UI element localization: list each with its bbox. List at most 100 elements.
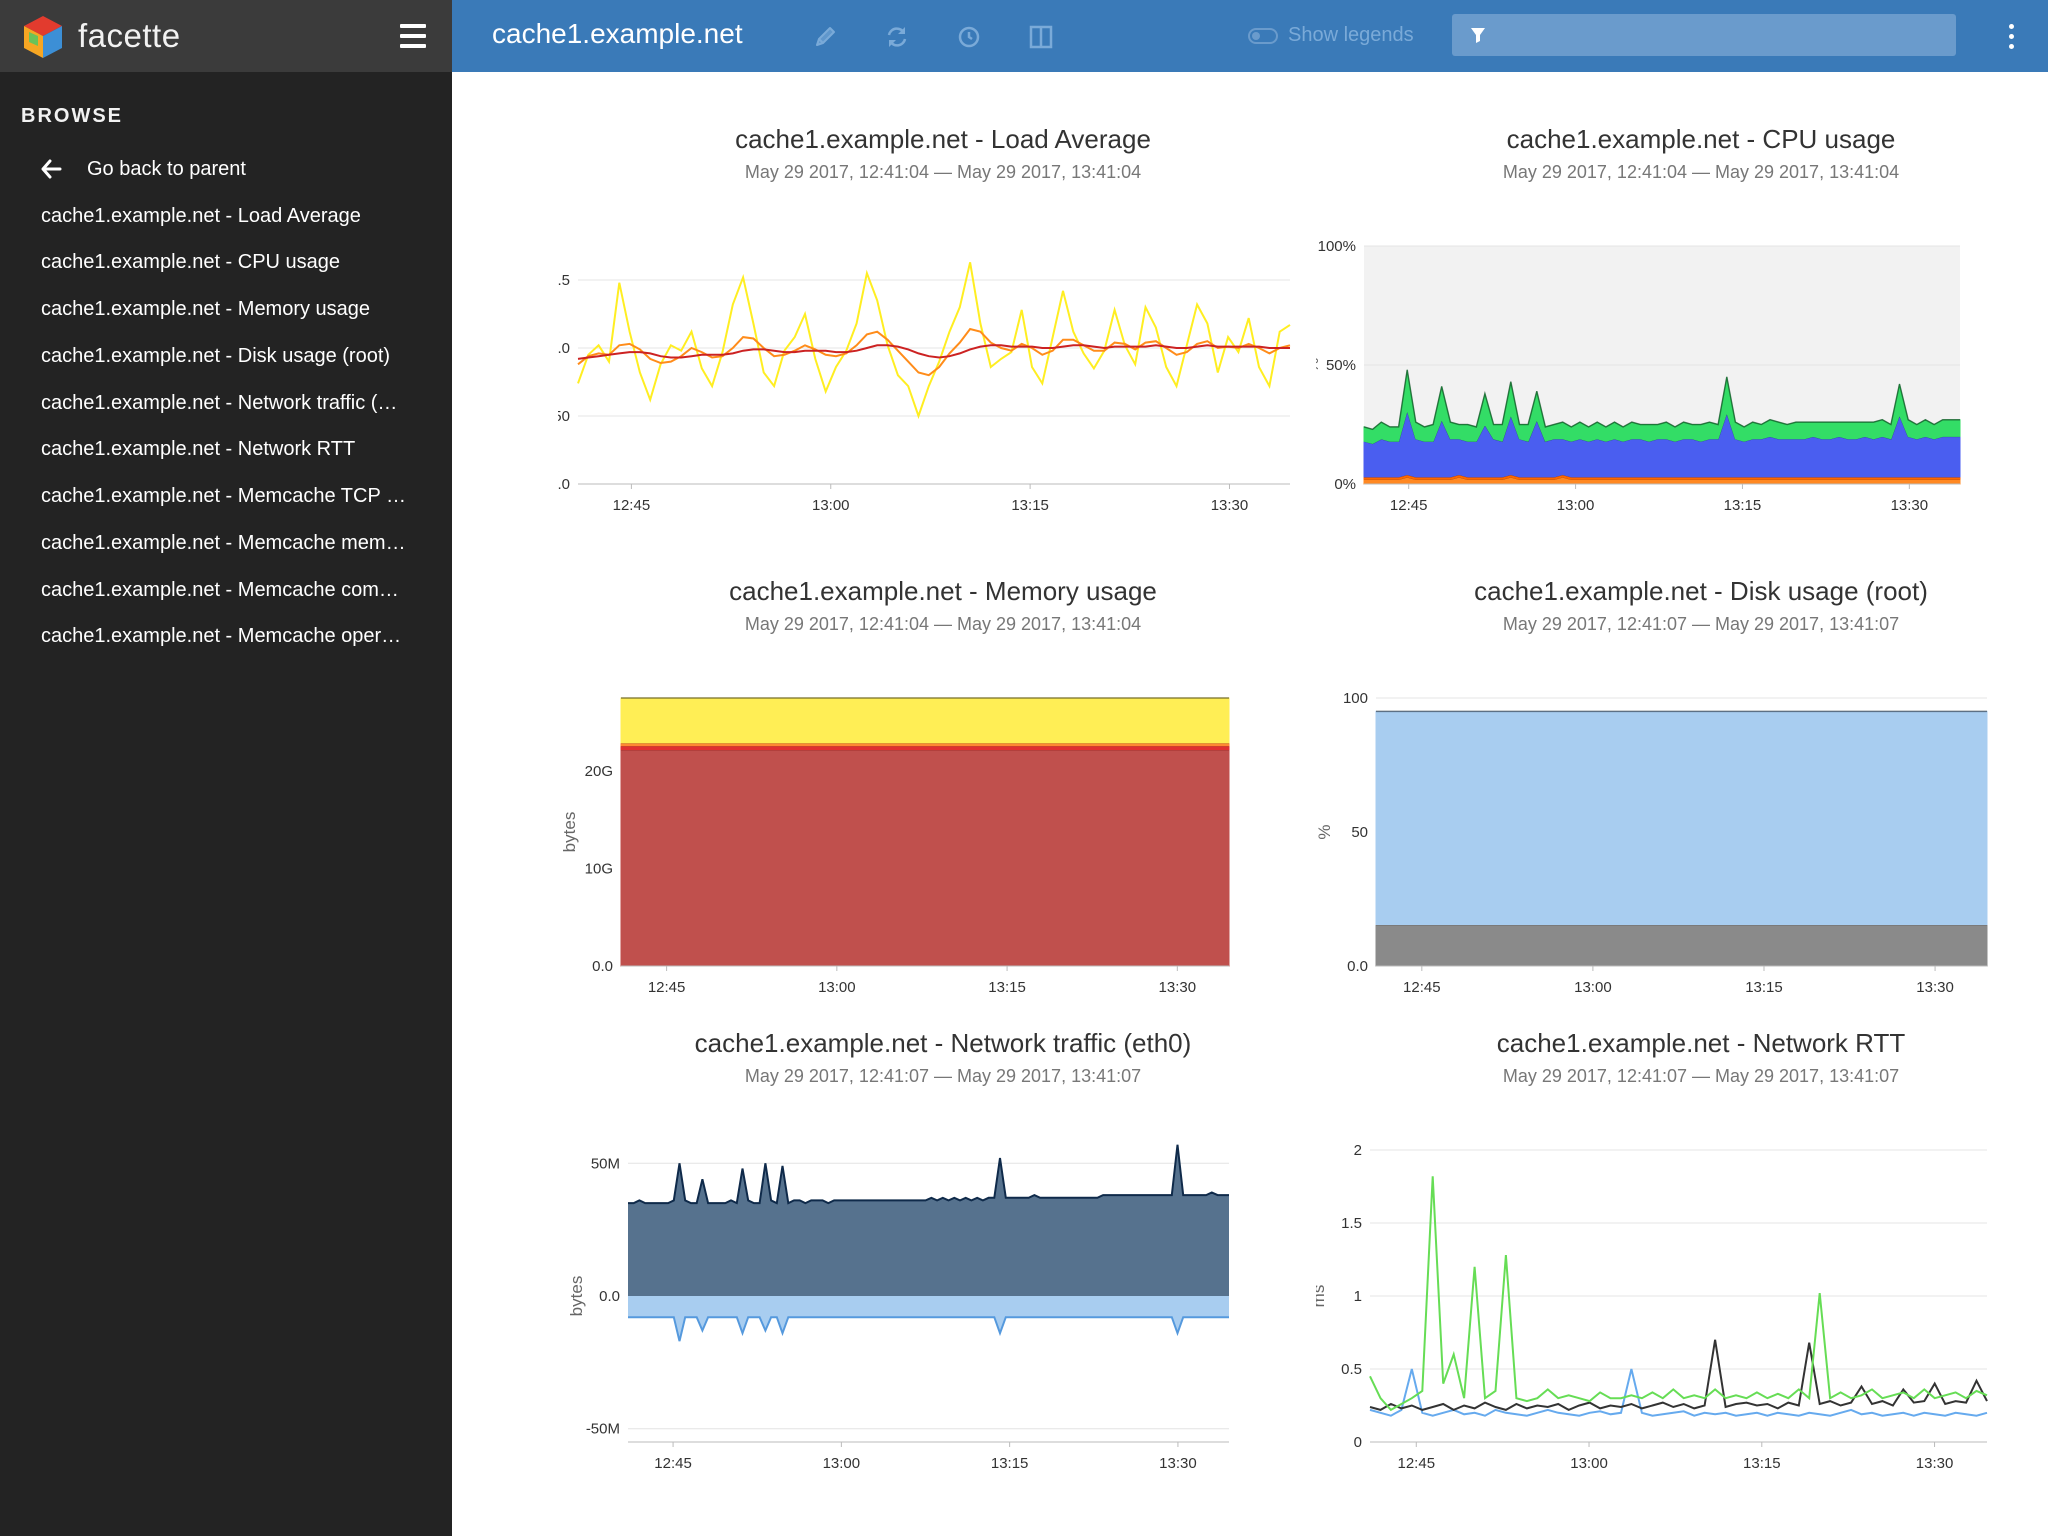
show-legends-label: Show legends xyxy=(1288,24,1414,46)
chart-title: cache1.example.net - Load Average xyxy=(735,124,1151,154)
chart-subtitle: May 29 2017, 12:41:07 — May 29 2017, 13:… xyxy=(1502,1066,1900,1086)
series-area-free xyxy=(620,697,1230,744)
x-tick-label: 13:30 xyxy=(1891,497,1929,514)
y-tick-label: 1.5 xyxy=(1341,1215,1362,1232)
chart-network-traffic: cache1.example.net - Network traffic (et… xyxy=(558,1028,1328,1468)
sidebar-item-memcache-commands[interactable]: cache1.example.net - Memcache com… xyxy=(41,579,399,601)
chart-cpu-usage: cache1.example.net - CPU usage May 29 20… xyxy=(1316,124,2048,564)
x-tick-label: 13:00 xyxy=(812,497,850,514)
x-tick-label: 13:00 xyxy=(1570,1455,1608,1468)
series-area-free xyxy=(1375,710,1988,925)
chart-disk-usage: cache1.example.net - Disk usage (root) M… xyxy=(1316,576,2048,1016)
browse-heading: BROWSE xyxy=(21,105,123,127)
series-line-host-b xyxy=(1369,1339,1988,1412)
x-tick-label: 12:45 xyxy=(654,1455,692,1468)
y-tick-label: 0.50 xyxy=(558,408,570,425)
chart-title: cache1.example.net - CPU usage xyxy=(1506,124,1896,154)
chart-subtitle: May 29 2017, 12:41:04 — May 29 2017, 13:… xyxy=(744,162,1142,182)
y-tick-label: -50M xyxy=(586,1421,620,1438)
y-axis-label: % xyxy=(1316,357,1322,372)
series-line-tx xyxy=(628,1316,1229,1342)
sidebar-item-network-traffic[interactable]: cache1.example.net - Network traffic (… xyxy=(41,392,398,414)
x-tick-label: 13:15 xyxy=(1011,497,1049,514)
x-tick-label: 13:00 xyxy=(818,979,856,996)
y-tick-label: 1.5 xyxy=(558,272,570,289)
go-back-to-parent-link[interactable]: Go back to parent xyxy=(40,154,440,186)
chart-subtitle: May 29 2017, 12:41:07 — May 29 2017, 13:… xyxy=(1502,614,1900,634)
x-tick-label: 12:45 xyxy=(613,497,651,514)
chart-title: cache1.example.net - Disk usage (root) xyxy=(1474,576,1928,606)
x-tick-label: 12:45 xyxy=(648,979,686,996)
y-tick-label: 0% xyxy=(1334,476,1356,493)
x-tick-label: 13:15 xyxy=(991,1455,1029,1468)
top-bar: cache1.example.net Show legends xyxy=(452,0,2048,72)
facette-logo-icon[interactable] xyxy=(20,14,66,60)
x-tick-label: 13:00 xyxy=(823,1455,861,1468)
sidebar-item-load-average[interactable]: cache1.example.net - Load Average xyxy=(41,205,361,227)
chart-subtitle: May 29 2017, 12:41:07 — May 29 2017, 13:… xyxy=(744,1066,1142,1086)
series-line-shortterm xyxy=(577,262,1291,420)
toggle-switch-icon xyxy=(1248,28,1278,44)
y-tick-label: 0.0 xyxy=(558,476,570,493)
sidebar-item-memcache-memory[interactable]: cache1.example.net - Memcache mem… xyxy=(41,532,406,554)
x-tick-label: 13:15 xyxy=(1743,1455,1781,1468)
series-edge-nice xyxy=(1363,369,1960,431)
chart-load-average: cache1.example.net - Load Average May 29… xyxy=(558,124,1328,564)
y-tick-label: 100 xyxy=(1343,690,1368,707)
sidebar-item-cpu-usage[interactable]: cache1.example.net - CPU usage xyxy=(41,251,341,273)
x-tick-label: 13:00 xyxy=(1574,979,1612,996)
sidebar-item-network-rtt[interactable]: cache1.example.net - Network RTT xyxy=(41,438,356,460)
x-tick-label: 13:15 xyxy=(988,979,1026,996)
x-tick-label: 13:00 xyxy=(1557,497,1595,514)
chart-svg: 0.0 50 100% 12:45 13:00 13:15 13:30 xyxy=(1316,690,1988,996)
series-line-host-c xyxy=(1369,1176,1988,1412)
app-name: facette xyxy=(78,17,181,54)
chart-title: cache1.example.net - Network RTT xyxy=(1496,1028,1906,1058)
chart-svg: -50M 0.0 50M bytes 12:45 13:00 13:15 13:30 xyxy=(567,1144,1229,1468)
series-area-used xyxy=(1375,924,1988,967)
y-tick-label: 1.0 xyxy=(558,340,570,357)
x-tick-label: 13:15 xyxy=(1724,497,1762,514)
chart-memory-usage: cache1.example.net - Memory usage May 29… xyxy=(558,576,1328,1016)
y-axis-label: % xyxy=(1316,824,1334,839)
chart-svg: 0.0 10G 20G bytes 12:45 13:00 13:15 13:30 xyxy=(560,697,1230,996)
series-line-midterm xyxy=(577,327,1291,377)
sidebar-item-memory-usage[interactable]: cache1.example.net - Memory usage xyxy=(41,298,371,320)
x-tick-label: 13:15 xyxy=(1745,979,1783,996)
clock-icon[interactable] xyxy=(956,24,982,50)
sidebar-item-disk-usage[interactable]: cache1.example.net - Disk usage (root) xyxy=(41,345,391,367)
y-tick-label: 10G xyxy=(585,861,613,878)
y-tick-label: 0 xyxy=(1354,1434,1362,1451)
y-tick-label: 1 xyxy=(1354,1288,1362,1305)
x-tick-label: 13:30 xyxy=(1159,1455,1197,1468)
series-area-rx xyxy=(628,1144,1229,1296)
series-line-rx xyxy=(628,1144,1229,1205)
pencil-icon[interactable] xyxy=(812,24,838,50)
y-tick-label: 0.0 xyxy=(592,958,613,975)
sidebar-item-memcache-tcp[interactable]: cache1.example.net - Memcache TCP … xyxy=(41,485,406,507)
y-tick-label: 0.0 xyxy=(1347,958,1368,975)
x-tick-label: 12:45 xyxy=(1390,497,1428,514)
filter-box[interactable] xyxy=(1452,14,1956,58)
go-back-label: Go back to parent xyxy=(87,158,246,180)
series-area-used xyxy=(620,749,1230,967)
chart-subtitle: May 29 2017, 12:41:04 — May 29 2017, 13:… xyxy=(744,614,1142,634)
chart-svg: 0 0.5 1 1.5 2 ms 12:45 13:00 13:15 13:30 xyxy=(1316,1142,1988,1468)
chart-svg: 0.0 0.50 1.0 1.5 12:45 13:00 13:15 13:30 xyxy=(558,262,1291,514)
series-area-tx xyxy=(628,1296,1229,1342)
kebab-menu-icon[interactable] xyxy=(2006,24,2016,50)
chart-title: cache1.example.net - Network traffic (et… xyxy=(694,1028,1192,1058)
page-title: cache1.example.net xyxy=(492,18,743,49)
sidebar-item-memcache-operations[interactable]: cache1.example.net - Memcache oper… xyxy=(41,625,402,647)
arrow-left-icon xyxy=(41,159,62,179)
layout-icon[interactable] xyxy=(1028,24,1054,50)
x-tick-label: 12:45 xyxy=(1403,979,1441,996)
hamburger-menu-icon[interactable] xyxy=(400,24,426,48)
refresh-icon[interactable] xyxy=(884,24,910,50)
x-tick-label: 13:30 xyxy=(1916,1455,1954,1468)
y-tick-label: 50 xyxy=(1351,824,1368,841)
brand-bar: facette xyxy=(0,0,452,72)
y-tick-label: 50% xyxy=(1326,357,1356,374)
filter-input[interactable] xyxy=(1496,14,1950,58)
x-tick-label: 13:30 xyxy=(1211,497,1249,514)
